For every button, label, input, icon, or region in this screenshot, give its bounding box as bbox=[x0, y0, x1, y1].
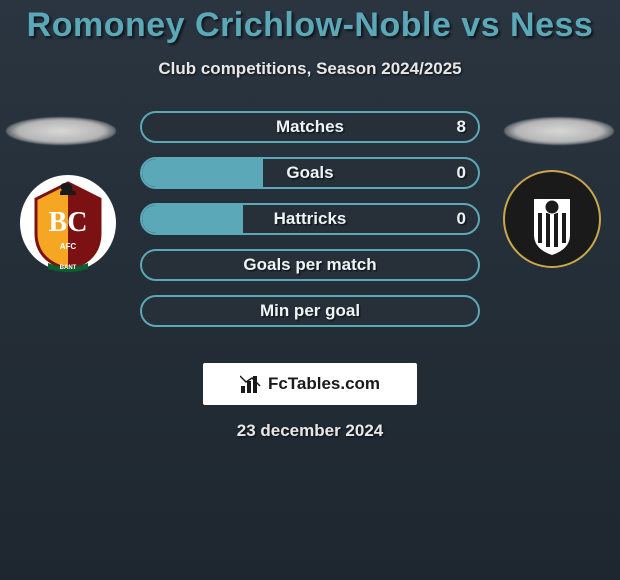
stat-label: Hattricks bbox=[274, 209, 347, 229]
stat-label: Matches bbox=[276, 117, 344, 137]
stat-row: Hattricks 0 bbox=[140, 203, 480, 235]
attribution-badge: FcTables.com bbox=[203, 363, 417, 405]
stat-label: Goals per match bbox=[243, 255, 376, 275]
stat-fill bbox=[142, 205, 243, 233]
attribution-text: FcTables.com bbox=[268, 374, 380, 394]
svg-text:AFC: AFC bbox=[60, 242, 77, 251]
svg-text:BANT: BANT bbox=[60, 265, 77, 271]
stat-bars: Matches 8 Goals 0 Hattricks 0 Goals per match M… bbox=[140, 111, 480, 341]
right-club-crest bbox=[502, 169, 602, 277]
date-text: 23 december 2024 bbox=[0, 421, 620, 441]
subtitle: Club competitions, Season 2024/2025 bbox=[0, 59, 620, 79]
left-halo bbox=[6, 117, 116, 145]
stat-row: Goals 0 bbox=[140, 157, 480, 189]
stat-right-value: 8 bbox=[457, 117, 466, 137]
left-club-crest: BC AFC BANT bbox=[18, 169, 118, 277]
stat-right-value: 0 bbox=[457, 163, 466, 183]
stat-fill bbox=[142, 159, 263, 187]
stat-row: Goals per match bbox=[140, 249, 480, 281]
svg-text:BC: BC bbox=[49, 207, 88, 238]
stat-right-value: 0 bbox=[457, 209, 466, 229]
stat-label: Min per goal bbox=[260, 301, 360, 321]
bar-chart-icon bbox=[240, 374, 262, 394]
comparison-arena: BC AFC BANT Matches8Goals0Hattricks0Go bbox=[0, 111, 620, 351]
stat-row: Matches 8 bbox=[140, 111, 480, 143]
stat-label: Goals bbox=[286, 163, 333, 183]
notts-county-crest-icon bbox=[502, 169, 602, 277]
stat-row: Min per goal bbox=[140, 295, 480, 327]
page-title: Romoney Crichlow-Noble vs Ness bbox=[0, 0, 620, 45]
right-halo bbox=[504, 117, 614, 145]
bradford-crest-icon: BC AFC BANT bbox=[18, 169, 118, 277]
